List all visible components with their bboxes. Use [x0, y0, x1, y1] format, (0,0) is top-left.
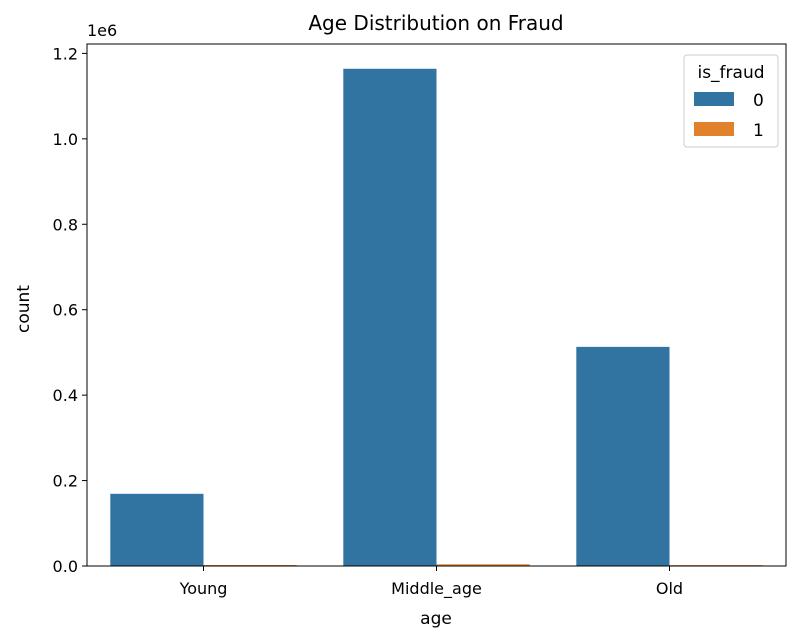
- y-tick-label: 1.2: [53, 44, 78, 63]
- x-axis-label: age: [420, 609, 452, 629]
- y-offset-label: 1e6: [87, 21, 117, 40]
- legend: is_fraud 0 1: [683, 54, 779, 148]
- legend-swatch-1: [694, 122, 734, 136]
- plot-area: Young Middle_age Old 0.0 0.2 0.4 0.6 0.8 1.0 1.2: [53, 43, 787, 599]
- legend-title: is_fraud: [697, 63, 764, 83]
- x-tick-label: Middle_age: [391, 579, 482, 599]
- bar-old-fraud-0: [576, 346, 670, 566]
- axes-frame: [86, 43, 787, 567]
- y-tick-label: 0.6: [53, 301, 78, 320]
- y-tick-label: 0.2: [53, 472, 78, 491]
- y-tick-label: 0.8: [53, 215, 78, 234]
- y-tick-label: 0.4: [53, 386, 78, 405]
- legend-swatch-0: [694, 92, 734, 106]
- chart-title: Age Distribution on Fraud: [308, 11, 563, 35]
- y-axis-label: count: [14, 285, 34, 333]
- bar-middle-age-fraud-0: [343, 68, 437, 566]
- bar-middle-age-fraud-1: [436, 564, 530, 566]
- legend-label-0: 0: [753, 91, 764, 111]
- bar-young-fraud-0: [110, 493, 204, 566]
- x-tick-label: Young: [179, 579, 228, 598]
- x-tick-label: Old: [656, 579, 683, 598]
- y-tick-label: 1.0: [53, 130, 78, 149]
- y-tick-label: 0.0: [53, 557, 78, 576]
- legend-label-1: 1: [753, 121, 764, 141]
